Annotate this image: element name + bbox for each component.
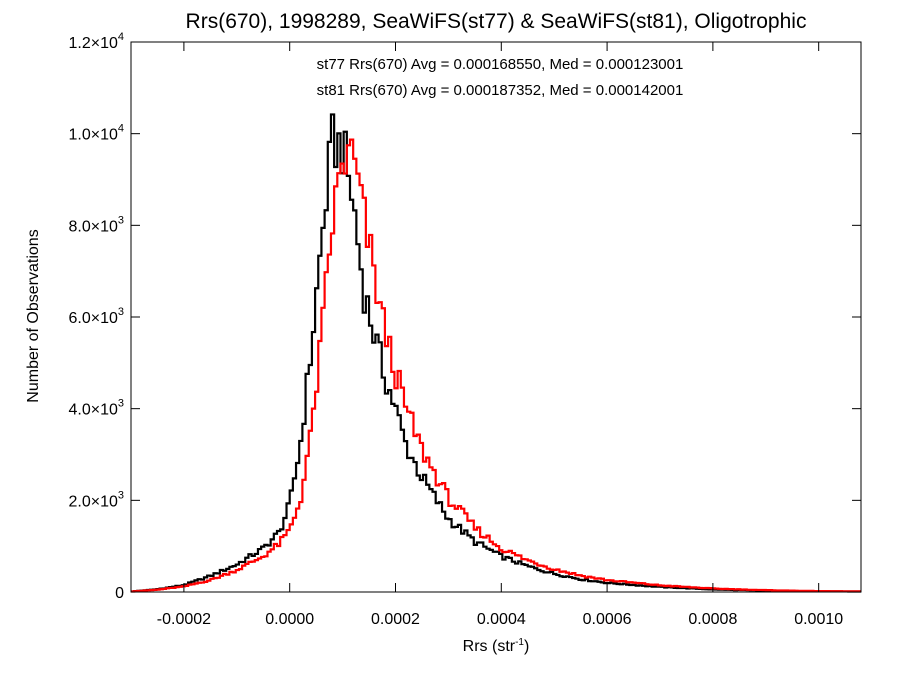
stats-annotation-st81: st81 Rrs(670) Avg = 0.000187352, Med = 0…: [317, 82, 684, 99]
y-tick-label-6: 1.2×104: [68, 31, 124, 52]
x-tick-label-0: -0.0002: [157, 611, 211, 628]
x-axis-label-close: ): [524, 638, 529, 655]
y-tick-label-0: 0: [115, 585, 124, 602]
axis-ticks: -0.0002 0.0000 0.0002 0.0004 0.0006 0.0008 0.0…: [68, 31, 861, 628]
histogram-series-group: [131, 113, 861, 593]
chart-title: Rrs(670), 1998289, SeaWiFS(st77) & SeaWi…: [186, 10, 807, 33]
x-tick-label-2: 0.0002: [371, 611, 420, 628]
x-tick-label-6: 0.0010: [794, 611, 843, 628]
x-axis-label-base: Rrs (str: [463, 638, 516, 655]
x-axis-label-sup: -1: [515, 637, 524, 648]
x-tick-label-1: 0.0000: [265, 611, 314, 628]
plot-frame: [130, 41, 862, 593]
x-axis-label: Rrs (str-1): [463, 637, 530, 655]
x-tick-label-3: 0.0004: [477, 611, 526, 628]
y-tick-label-4: 8.0×103: [68, 214, 124, 235]
y-tick-label-3: 6.0×103: [68, 306, 124, 327]
y-tick-label-2: 4.0×103: [68, 398, 124, 419]
x-tick-label-4: 0.0006: [583, 611, 632, 628]
y-tick-label-1: 2.0×103: [68, 489, 124, 510]
histogram-series-1: [131, 138, 861, 593]
y-tick-label-5: 1.0×104: [68, 123, 124, 144]
stats-annotation-st77: st77 Rrs(670) Avg = 0.000168550, Med = 0…: [317, 56, 684, 73]
histogram-series-0: [131, 113, 861, 593]
x-tick-label-5: 0.0008: [688, 611, 737, 628]
y-axis-label: Number of Observations: [25, 229, 42, 402]
